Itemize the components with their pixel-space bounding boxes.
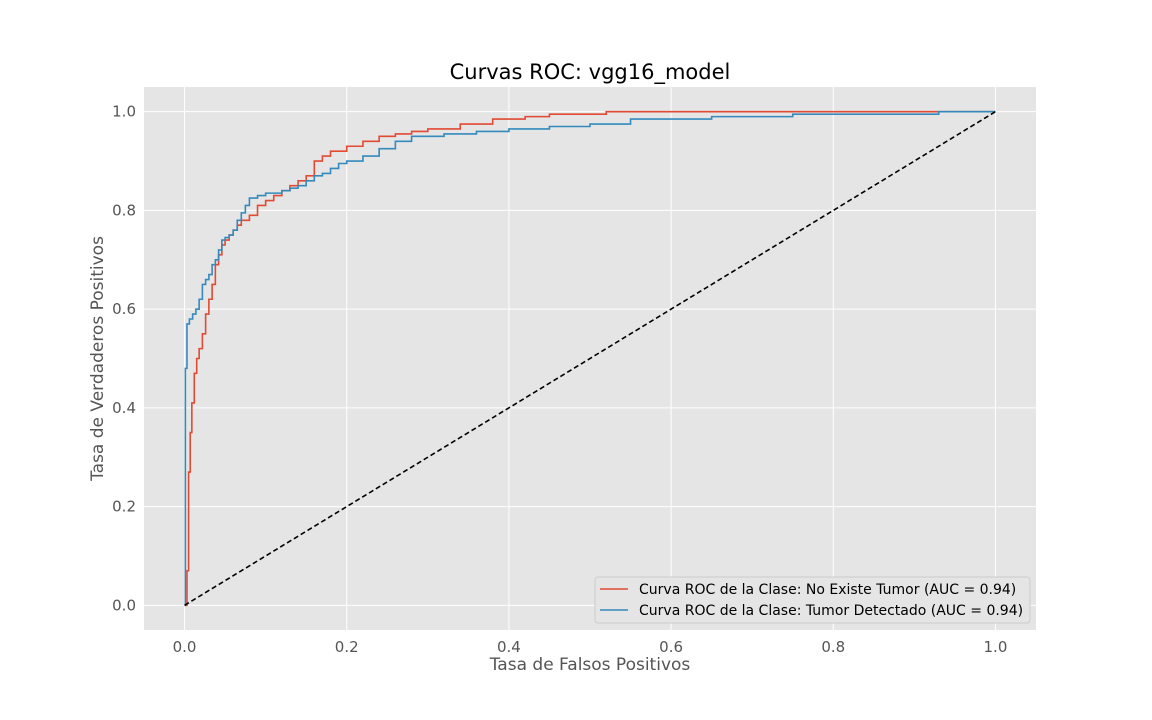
y-axis-label: Tasa de Verdaderos Positivos [88,236,108,482]
legend-entry: Curva ROC de la Clase: Tumor Detectado (… [639,603,1023,619]
legend-box [594,576,1031,624]
y-tick-label: 1.0 [112,103,136,121]
x-tick-label: 0.0 [173,638,197,656]
x-tick-label: 0.2 [335,638,359,656]
x-axis-label: Tasa de Falsos Positivos [489,655,691,675]
x-tick-labels: 0.0 0.2 0.4 0.6 0.8 1.0 [173,638,1008,656]
series-group [184,110,996,607]
legend: Curva ROC de la Clase: No Existe Tumor (… [594,576,1031,624]
y-tick-label: 0.8 [112,201,136,219]
legend-entry: Curva ROC de la Clase: No Existe Tumor (… [639,582,1016,598]
x-tick-label: 0.8 [821,638,845,656]
x-tick-label: 1.0 [984,638,1008,656]
roc-curve-0 [184,110,996,607]
y-tick-label: 0.2 [112,498,136,516]
chance-diagonal-line [184,110,996,607]
roc-curve-1 [184,110,996,607]
x-tick-label: 0.4 [497,638,521,656]
chart-title: Curvas ROC: vgg16_model [450,60,731,85]
y-tick-label: 0.0 [112,596,136,614]
x-tick-label: 0.6 [659,638,683,656]
y-tick-label: 0.6 [112,300,136,318]
y-tick-label: 0.4 [112,399,136,417]
y-tick-labels: 0.0 0.2 0.4 0.6 0.8 1.0 [112,103,136,615]
